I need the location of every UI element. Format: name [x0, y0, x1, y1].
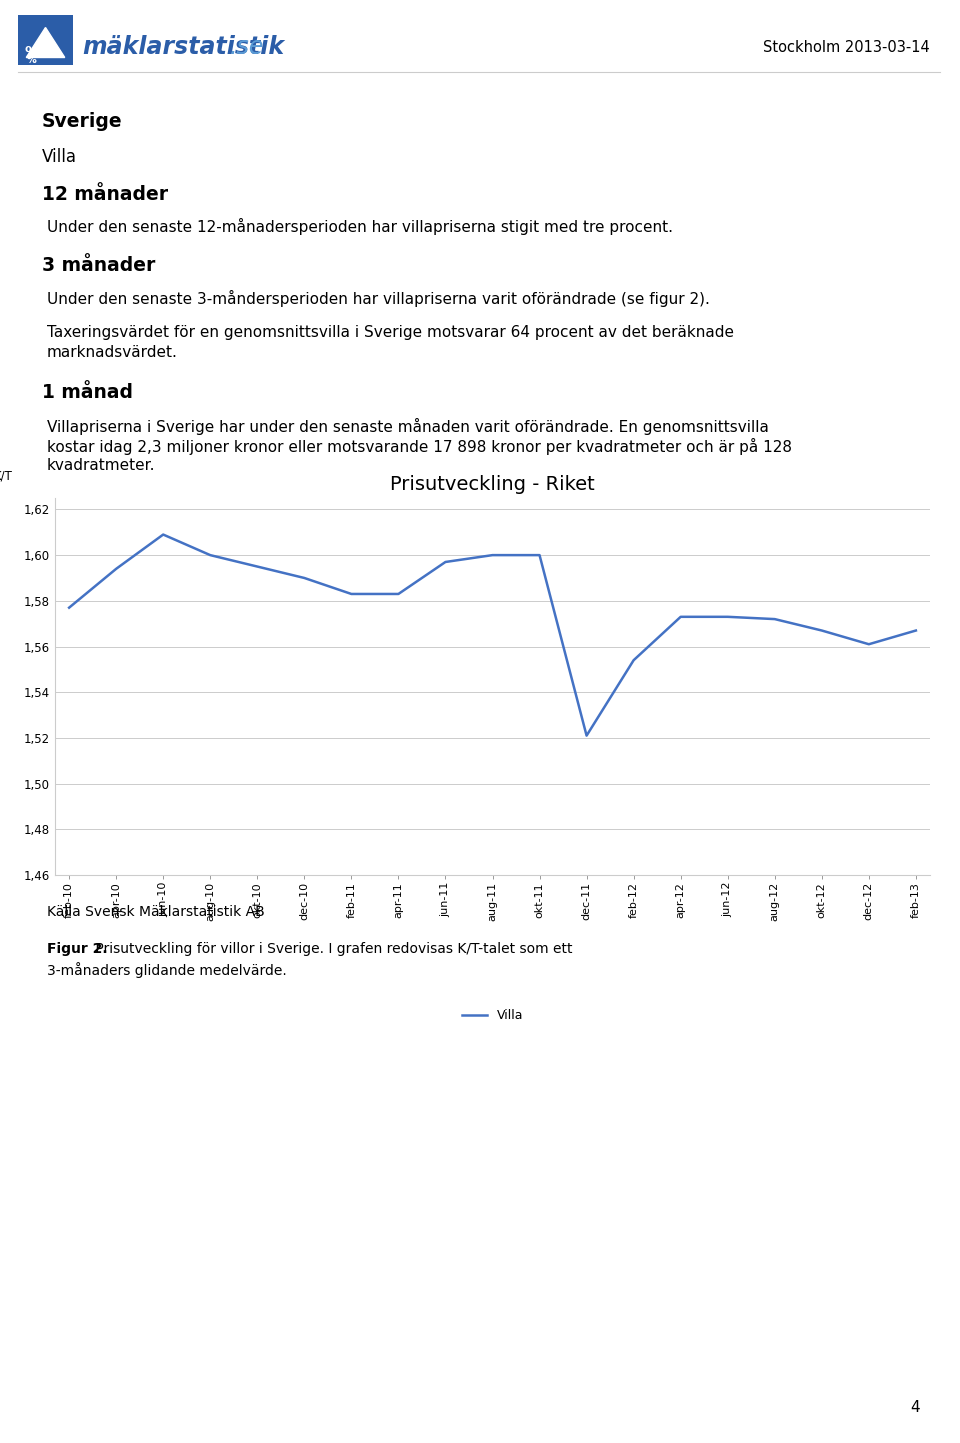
Polygon shape — [26, 27, 64, 58]
Text: 3-månaders glidande medelvärde.: 3-månaders glidande medelvärde. — [47, 962, 287, 978]
Text: %: % — [27, 55, 36, 65]
Text: Figur 2.: Figur 2. — [47, 942, 108, 957]
Text: 12 månader: 12 månader — [42, 185, 168, 203]
Text: Under den senaste 12-månadersperioden har villapriserna stigit med tre procent.: Under den senaste 12-månadersperioden ha… — [47, 218, 673, 235]
Text: %: % — [24, 46, 39, 61]
Text: 3 månader: 3 månader — [42, 255, 156, 276]
Text: marknadsvärdet.: marknadsvärdet. — [47, 345, 178, 359]
Text: Stockholm 2013-03-14: Stockholm 2013-03-14 — [763, 39, 930, 55]
Text: kostar idag 2,3 miljoner kronor eller motsvarande 17 898 kronor per kvadratmeter: kostar idag 2,3 miljoner kronor eller mo… — [47, 439, 792, 455]
Text: Sverige: Sverige — [42, 113, 123, 131]
Text: .se: .se — [230, 35, 264, 59]
Text: Under den senaste 3-måndersperioden har villapriserna varit oförändrade (se figu: Under den senaste 3-måndersperioden har … — [47, 290, 709, 307]
Text: 4: 4 — [910, 1400, 920, 1416]
Text: 1 månad: 1 månad — [42, 382, 133, 403]
Text: Taxeringsvärdet för en genomsnittsvilla i Sverige motsvarar 64 procent av det be: Taxeringsvärdet för en genomsnittsvilla … — [47, 325, 734, 341]
Text: Villa: Villa — [42, 149, 77, 166]
Text: mäklarstatistik: mäklarstatistik — [82, 35, 284, 59]
Text: Källa Svensk Mäklarstatistik AB: Källa Svensk Mäklarstatistik AB — [47, 905, 265, 919]
Text: kvadratmeter.: kvadratmeter. — [47, 457, 156, 473]
Legend: Villa: Villa — [457, 1004, 528, 1027]
Text: K/T: K/T — [0, 470, 12, 483]
Text: Villapriserna i Sverige har under den senaste månaden varit oförändrade. En geno: Villapriserna i Sverige har under den se… — [47, 418, 769, 434]
Title: Prisutveckling - Riket: Prisutveckling - Riket — [390, 475, 595, 494]
Text: Prisutveckling för villor i Sverige. I grafen redovisas K/T-talet som ett: Prisutveckling för villor i Sverige. I g… — [91, 942, 572, 957]
